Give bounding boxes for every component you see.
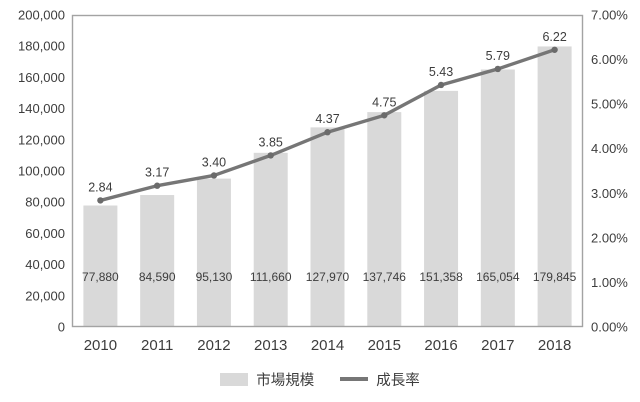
left-axis-tick-label: 60,000 bbox=[25, 226, 65, 241]
bar-2015 bbox=[367, 112, 402, 327]
legend-bar-label: 市場規模 bbox=[256, 372, 315, 389]
bar-value-label: 77,880 bbox=[82, 270, 119, 284]
right-axis-tick-label: 6.00% bbox=[591, 52, 628, 67]
bar-2014 bbox=[310, 127, 345, 328]
line-point-2014 bbox=[324, 129, 331, 136]
bar-value-label: 111,660 bbox=[250, 270, 292, 284]
line-point-label: 4.75 bbox=[372, 95, 396, 109]
x-axis-label-2010: 2010 bbox=[84, 337, 117, 354]
right-axis-tick-label: 5.00% bbox=[591, 97, 628, 112]
x-axis-label-2013: 2013 bbox=[254, 337, 287, 354]
legend-entry-bar: 市場規模 bbox=[220, 369, 314, 390]
bar-2010 bbox=[83, 205, 118, 327]
x-axis-label-2014: 2014 bbox=[311, 337, 344, 354]
bar-2016 bbox=[424, 90, 459, 327]
bar-2012 bbox=[196, 178, 231, 327]
bar-value-label: 165,054 bbox=[476, 270, 520, 284]
x-axis-label-2016: 2016 bbox=[424, 337, 457, 354]
bar-2018 bbox=[537, 46, 572, 327]
right-axis-tick-label: 4.00% bbox=[591, 141, 628, 156]
right-axis-tick-label: 7.00% bbox=[591, 8, 628, 23]
bar-value-label: 95,130 bbox=[196, 270, 233, 284]
right-axis-tick-label: 2.00% bbox=[591, 230, 628, 245]
bar-value-label: 127,970 bbox=[306, 270, 350, 284]
left-axis-tick-label: 20,000 bbox=[25, 288, 65, 303]
left-axis-tick-label: 180,000 bbox=[18, 39, 65, 54]
line-point-label: 6.22 bbox=[542, 30, 566, 44]
line-point-2018 bbox=[551, 46, 558, 53]
x-axis-label-2015: 2015 bbox=[368, 337, 401, 354]
legend-entry-line: 成長率 bbox=[340, 369, 420, 390]
line-point-label: 3.17 bbox=[145, 166, 169, 180]
x-axis-label-2018: 2018 bbox=[538, 337, 571, 354]
left-axis-tick-label: 0 bbox=[58, 320, 65, 335]
legend-line-label: 成長率 bbox=[376, 372, 420, 389]
left-axis-tick-label: 140,000 bbox=[18, 101, 65, 116]
right-axis-tick-label: 1.00% bbox=[591, 275, 628, 290]
left-axis-tick-label: 120,000 bbox=[18, 132, 65, 147]
left-axis-tick-label: 100,000 bbox=[18, 164, 65, 179]
left-axis-tick-label: 40,000 bbox=[25, 257, 65, 272]
left-axis-tick-label: 80,000 bbox=[25, 195, 65, 210]
line-point-2013 bbox=[267, 152, 274, 159]
line-point-label: 5.79 bbox=[486, 49, 510, 63]
bar-value-label: 84,590 bbox=[139, 270, 176, 284]
line-point-label: 5.43 bbox=[429, 65, 453, 79]
bar-value-label: 179,845 bbox=[533, 270, 577, 284]
left-axis-tick-label: 200,000 bbox=[18, 8, 65, 23]
bar-swatch-icon bbox=[220, 372, 249, 386]
bar-value-label: 151,358 bbox=[419, 270, 463, 284]
x-axis-label-2011: 2011 bbox=[141, 337, 173, 354]
line-point-2012 bbox=[210, 172, 218, 179]
left-axis-tick-label: 160,000 bbox=[18, 70, 65, 85]
chart-legend: 市場規模 成長率 bbox=[0, 366, 640, 392]
line-point-label: 3.40 bbox=[202, 155, 226, 169]
line-swatch-icon bbox=[340, 377, 369, 381]
plot-border bbox=[71, 14, 584, 328]
right-axis-tick-label: 0.00% bbox=[591, 320, 628, 335]
bar-2017 bbox=[480, 69, 515, 328]
bar-2011 bbox=[140, 195, 175, 327]
line-point-2015 bbox=[381, 112, 388, 119]
line-point-2017 bbox=[494, 65, 502, 73]
line-point-label: 3.85 bbox=[259, 135, 283, 149]
right-axis-tick-label: 3.00% bbox=[591, 186, 628, 201]
x-axis-label-2012: 2012 bbox=[197, 337, 230, 354]
bar-value-label: 137,746 bbox=[363, 270, 407, 284]
line-point-label: 2.84 bbox=[88, 180, 112, 194]
line-point-2011 bbox=[153, 182, 161, 189]
x-axis-label-2017: 2017 bbox=[481, 337, 514, 354]
bar-2013 bbox=[253, 152, 288, 327]
line-point-label: 4.37 bbox=[315, 112, 339, 126]
line-point-2016 bbox=[437, 81, 445, 89]
line-point-2010 bbox=[97, 197, 104, 204]
